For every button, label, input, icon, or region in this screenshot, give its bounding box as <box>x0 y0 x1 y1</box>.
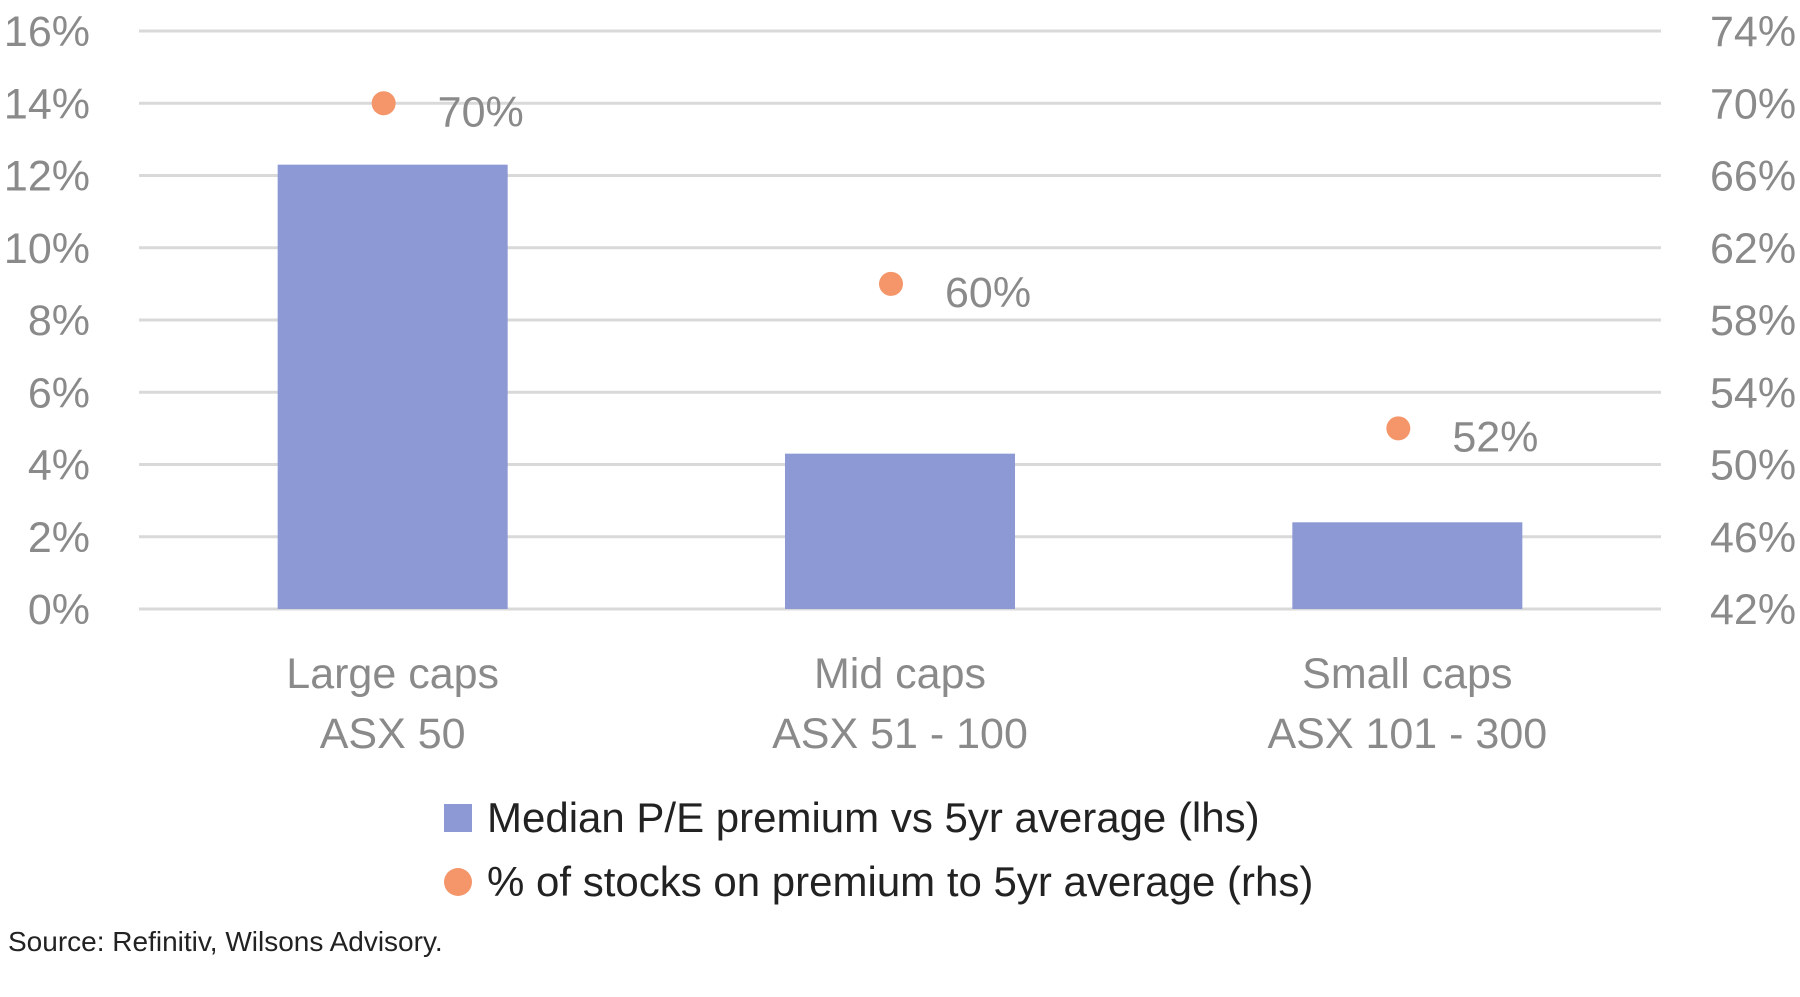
right-tick-label: 42% <box>1710 586 1796 634</box>
left-tick-label: 16% <box>4 8 90 56</box>
right-tick-label: 46% <box>1710 514 1796 562</box>
right-tick-label: 54% <box>1710 369 1796 417</box>
right-tick-label: 50% <box>1710 442 1796 490</box>
data-point <box>371 91 396 116</box>
category-label: ASX 101 - 300 <box>1267 710 1547 758</box>
bar <box>277 164 508 609</box>
right-axis: 42% 46% 50% 54% 58% 62% 66% 70% 74% <box>1710 8 1796 634</box>
legend-circle-icon <box>444 868 472 896</box>
data-label: 70% <box>438 88 524 136</box>
legend-label: Median P/E premium vs 5yr average (lhs) <box>487 794 1260 841</box>
category-label: ASX 51 - 100 <box>772 710 1028 758</box>
right-tick-label: 74% <box>1710 8 1796 56</box>
right-tick-label: 58% <box>1710 297 1796 345</box>
left-tick-label: 14% <box>4 80 90 128</box>
left-tick-label: 4% <box>28 442 90 490</box>
left-tick-label: 0% <box>28 586 90 634</box>
left-tick-label: 10% <box>4 225 90 273</box>
left-tick-label: 2% <box>28 514 90 562</box>
data-point <box>1386 416 1411 441</box>
legend: Median P/E premium vs 5yr average (lhs) … <box>444 786 1313 914</box>
left-tick-label: 6% <box>28 369 90 417</box>
category-label: Large caps <box>286 650 499 698</box>
data-point <box>879 271 903 296</box>
bar-series <box>277 164 1523 609</box>
left-axis: 0% 2% 4% 6% 8% 10% 12% 14% 16% <box>4 8 90 634</box>
source-note: Source: Refinitiv, Wilsons Advisory. <box>8 926 443 957</box>
right-tick-label: 66% <box>1710 153 1796 201</box>
category-label: Small caps <box>1302 650 1512 698</box>
right-tick-label: 70% <box>1710 80 1796 128</box>
right-tick-label: 62% <box>1710 225 1796 273</box>
bar <box>785 453 1015 609</box>
legend-item-bar: Median P/E premium vs 5yr average (lhs) <box>444 786 1313 850</box>
category-axis: Large caps ASX 50 Mid caps ASX 51 - 100 Smal… <box>286 650 1547 758</box>
category-label: ASX 50 <box>320 710 466 758</box>
dot-series: 70% 60% 52% <box>371 88 1538 461</box>
bar <box>1292 522 1523 609</box>
data-label: 60% <box>945 269 1031 317</box>
legend-label: % of stocks on premium to 5yr average (r… <box>487 858 1314 905</box>
category-label: Mid caps <box>814 650 986 698</box>
legend-square-icon <box>444 804 472 832</box>
left-tick-label: 12% <box>4 153 90 201</box>
left-tick-label: 8% <box>28 297 90 345</box>
legend-item-dot: % of stocks on premium to 5yr average (r… <box>444 850 1313 914</box>
data-label: 52% <box>1452 413 1538 461</box>
